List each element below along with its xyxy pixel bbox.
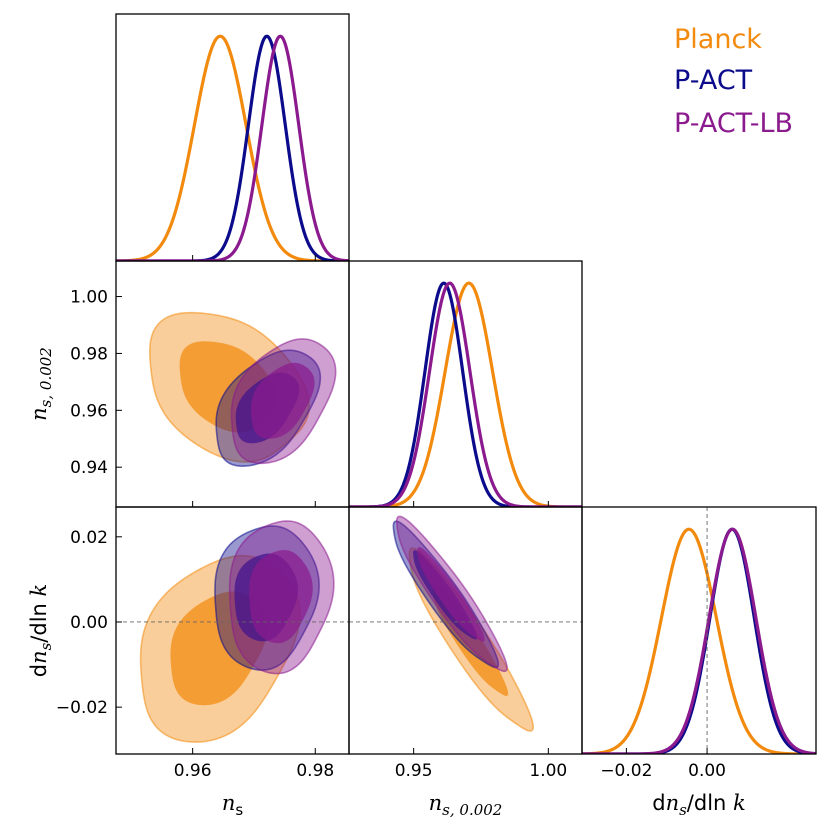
- contour68-p-act-lb: [417, 547, 485, 642]
- x-tick-label-dns: −0.02: [600, 761, 652, 781]
- pdf-dns-planck: [582, 527, 816, 754]
- x-axis-title-ns: ns: [222, 791, 244, 819]
- x-tick-label-dns: 0.00: [688, 761, 726, 781]
- legend: Planck P-ACT P-ACT-LB: [674, 24, 793, 139]
- x-tick-label-ns: 0.98: [296, 761, 334, 781]
- contours-ns002-vs-dns: [392, 515, 535, 732]
- x-axis-title-ns002: ns, 0.002: [429, 791, 503, 819]
- y-tick-label-dns: −0.02: [56, 698, 108, 718]
- pdf-dns-p-act-lb: [582, 527, 816, 754]
- contour68-p-act-lb: [251, 362, 315, 439]
- y-tick-label-dns: 0.02: [70, 528, 108, 548]
- x-axis-title-dns: dns/dln k: [652, 791, 746, 819]
- contour68-p-act-lb: [249, 550, 313, 644]
- pdf-ns-p-act-lb: [116, 34, 349, 261]
- legend-entry-planck: Planck: [674, 24, 762, 55]
- y-tick-label-ns002: 0.98: [70, 344, 108, 364]
- x-tick-label-ns: 0.96: [174, 761, 212, 781]
- y-tick-label-ns002: 0.96: [70, 401, 108, 421]
- marginal-ns002: [349, 281, 582, 507]
- y-tick-label-ns002: 0.94: [70, 458, 108, 478]
- pdf-ns-p-act: [116, 34, 349, 261]
- x-tick-label-ns002: 0.95: [395, 761, 433, 781]
- pdf-ns002-p-act: [349, 281, 582, 507]
- x-tick-label-ns002: 1.00: [529, 761, 567, 781]
- y-tick-label-dns: 0.00: [70, 613, 108, 633]
- contours-ns-vs-dns: [139, 520, 335, 743]
- marginal-ns: [116, 34, 349, 261]
- y-axis-title-ns002: ns, 0.002: [27, 347, 55, 421]
- y-axis-title-dns: dns/dln k: [27, 584, 55, 678]
- y-tick-label-ns002: 1.00: [70, 288, 108, 308]
- legend-entry-p-act: P-ACT: [674, 65, 753, 96]
- legend-entry-p-act-lb: P-ACT-LB: [674, 108, 793, 139]
- marginal-dns: [582, 527, 816, 754]
- pdf-dns-p-act: [582, 527, 816, 754]
- panel-frame-r2-c2: [581, 506, 817, 755]
- contours-ns-vs-ns002: [149, 311, 337, 467]
